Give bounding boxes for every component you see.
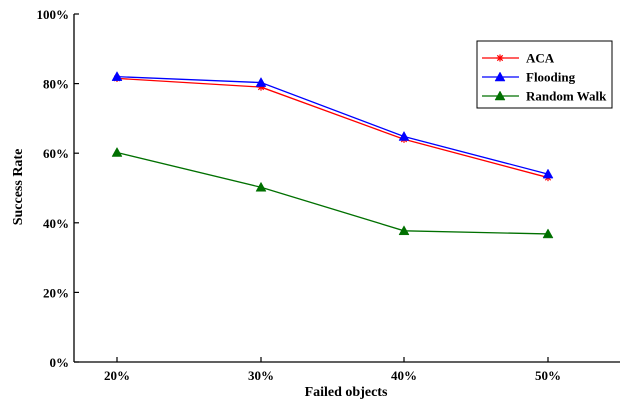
legend: ACA Flooding Random Walk — [476, 40, 613, 109]
y-axis-ticks: 0% 20% 40% 60% 80% 100% — [37, 7, 79, 370]
y-tick-label: 20% — [43, 285, 69, 300]
legend-marker-flooding — [494, 71, 506, 82]
legend-label-aca: ACA — [526, 51, 555, 66]
legend-label-random-walk: Random Walk — [526, 89, 607, 104]
axes — [73, 14, 620, 363]
y-tick-label: 100% — [37, 7, 70, 22]
series-group — [111, 71, 554, 239]
x-tick-label: 30% — [248, 368, 274, 383]
data-point-flooding — [542, 168, 554, 179]
data-point-flooding — [398, 130, 410, 141]
y-tick-label: 80% — [43, 77, 69, 92]
legend-label-flooding: Flooding — [526, 70, 576, 85]
y-tick-label: 60% — [43, 146, 69, 161]
x-tick-label: 40% — [391, 368, 417, 383]
series-line-random-walk — [116, 151, 549, 235]
y-tick-label: 0% — [50, 355, 70, 370]
series-line-flooding — [116, 75, 549, 175]
data-point-random-walk — [255, 181, 267, 192]
x-axis-title: Failed objects — [305, 385, 388, 400]
data-point-flooding — [111, 71, 123, 81]
x-tick-label: 50% — [535, 368, 561, 383]
y-axis-title: Success Rate — [11, 149, 26, 226]
data-point-random-walk — [111, 146, 123, 157]
series-line-aca — [116, 77, 549, 179]
data-point-flooding — [255, 77, 267, 87]
data-point-random-walk — [542, 228, 554, 239]
x-axis-ticks: 20% 30% 40% 50% — [104, 357, 561, 383]
legend-marker-aca — [496, 54, 504, 62]
y-tick-label: 40% — [43, 216, 69, 231]
legend-marker-random-walk — [494, 90, 506, 101]
x-tick-label: 20% — [104, 368, 130, 383]
data-point-random-walk — [398, 225, 410, 236]
